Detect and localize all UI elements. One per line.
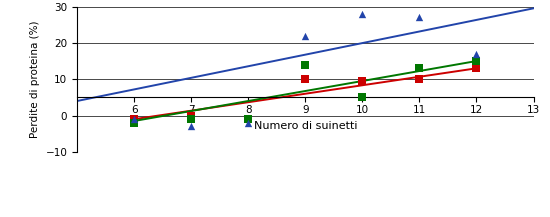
- Point: [415, 67, 424, 70]
- Point: [472, 67, 481, 70]
- Point: [130, 117, 139, 121]
- Point: [301, 77, 310, 81]
- Point: [244, 117, 252, 121]
- Point: [415, 77, 424, 81]
- Point: [472, 59, 481, 63]
- Point: [472, 52, 481, 56]
- Point: [130, 121, 139, 125]
- Point: [358, 79, 367, 83]
- Point: [186, 117, 196, 121]
- Point: [301, 63, 310, 66]
- Point: [244, 121, 252, 125]
- Point: [358, 96, 367, 99]
- Point: [244, 117, 252, 121]
- Point: [358, 12, 367, 15]
- Point: [186, 114, 196, 117]
- X-axis label: Numero di suinetti: Numero di suinetti: [254, 121, 357, 131]
- Point: [186, 125, 196, 128]
- Y-axis label: Perdite di proteina (%): Perdite di proteina (%): [30, 20, 40, 138]
- Point: [130, 117, 139, 121]
- Point: [301, 34, 310, 37]
- Point: [415, 16, 424, 19]
